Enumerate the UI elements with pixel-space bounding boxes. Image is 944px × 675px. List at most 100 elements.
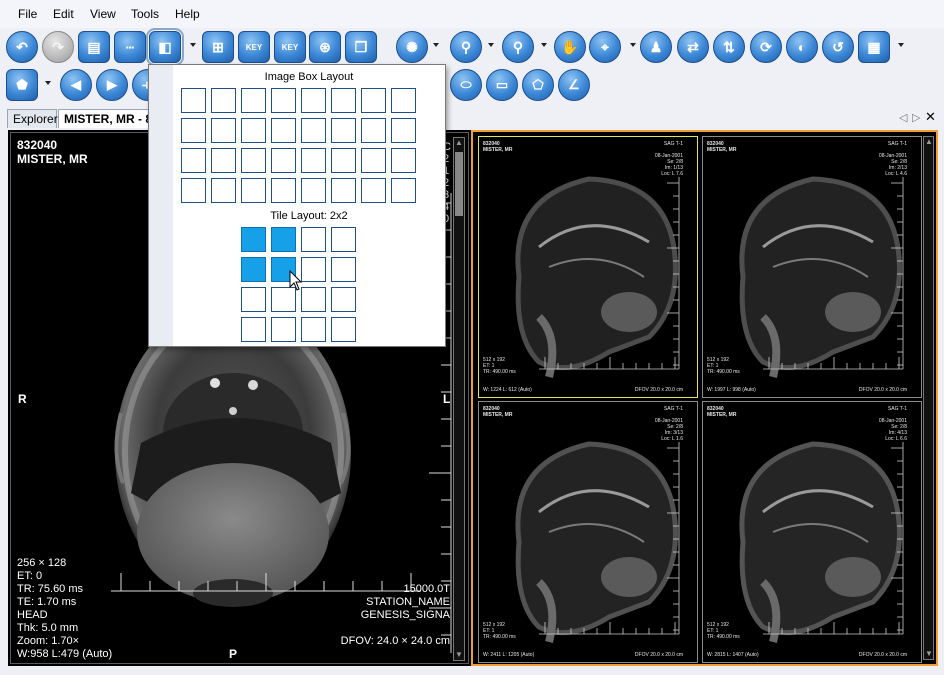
- image-box-layout-cell[interactable]: [301, 88, 326, 113]
- tile-layout-cell[interactable]: [301, 287, 326, 312]
- image-box-layout-cell[interactable]: [241, 148, 266, 173]
- image-box-layout-cell[interactable]: [361, 148, 386, 173]
- image-tile[interactable]: 832040 MISTER, MR SAG T-1 08-Jan-2001 Se: 2/…: [478, 136, 698, 398]
- image-box-layout-cell[interactable]: [241, 88, 266, 113]
- reset-button[interactable]: ↺: [822, 31, 854, 63]
- series-strip-button[interactable]: ▪▪▪: [114, 31, 146, 63]
- image-box-layout-cell[interactable]: [301, 118, 326, 143]
- menu-file[interactable]: File: [18, 7, 38, 21]
- dropdown-arrow-icon[interactable]: [190, 43, 196, 47]
- angle-button[interactable]: ∠: [558, 69, 590, 101]
- scroll-down-icon[interactable]: ▼: [925, 649, 933, 658]
- scrollbar-thumb[interactable]: [455, 152, 463, 216]
- tile-layout-cell[interactable]: [301, 227, 326, 252]
- tile-scrollbar[interactable]: ▲ ▼: [923, 136, 934, 660]
- image-box-layout-cell[interactable]: [331, 88, 356, 113]
- rectangle-roi-button[interactable]: ▭: [486, 69, 518, 101]
- image-box-layout-cell[interactable]: [181, 118, 206, 143]
- rotate-button[interactable]: ⟳: [750, 31, 782, 63]
- dropdown-arrow-icon[interactable]: [488, 43, 494, 47]
- image-box-layout-cell[interactable]: [271, 178, 296, 203]
- probe-button[interactable]: ⌖: [589, 31, 621, 63]
- grid-star-button[interactable]: ⊞: [202, 31, 234, 63]
- zoom-roi-button[interactable]: ⚲: [502, 31, 534, 63]
- key-image-button[interactable]: KEY: [238, 31, 270, 63]
- image-box-layout-cell[interactable]: [241, 118, 266, 143]
- layout-button[interactable]: ◧: [146, 28, 184, 66]
- ellipse-roi-button[interactable]: ⬭: [450, 69, 482, 101]
- tab-explorer[interactable]: Explorer: [7, 109, 58, 128]
- tab-close-icon[interactable]: ✕: [925, 109, 936, 124]
- image-box-layout-cell[interactable]: [181, 88, 206, 113]
- image-box-layout-cell[interactable]: [211, 148, 236, 173]
- dropdown-arrow-icon[interactable]: [45, 81, 51, 85]
- image-box-layout-cell[interactable]: [391, 88, 416, 113]
- menu-help[interactable]: Help: [175, 7, 200, 21]
- redo-button[interactable]: ↷: [42, 31, 74, 63]
- image-box-layout-cell[interactable]: [271, 148, 296, 173]
- image-tile[interactable]: 832040 MISTER, MR SAG T-1 08-Jan-2001 Se: 2/…: [702, 136, 922, 398]
- image-box-layout-cell[interactable]: [331, 178, 356, 203]
- previous-button[interactable]: ◀: [60, 69, 92, 101]
- tab-patient[interactable]: MISTER, MR - 8: [58, 109, 150, 128]
- tile-layout-cell[interactable]: [241, 317, 266, 342]
- image-box-layout-cell[interactable]: [271, 88, 296, 113]
- tile-layout-cell[interactable]: [271, 227, 296, 252]
- pan-hand-button[interactable]: ✋: [554, 31, 586, 63]
- next-button[interactable]: ▶: [96, 69, 128, 101]
- scroll-down-icon[interactable]: ▼: [455, 650, 463, 659]
- shape-button[interactable]: ⬟: [6, 69, 38, 101]
- image-box-layout-cell[interactable]: [391, 148, 416, 173]
- image-box-layout-cell[interactable]: [181, 148, 206, 173]
- person-button[interactable]: ♟: [640, 31, 672, 63]
- image-tile[interactable]: 832040 MISTER, MR SAG T-1 08-Jan-2001 Se: 2/…: [478, 401, 698, 663]
- flip-vertical-button[interactable]: ⇅: [713, 31, 745, 63]
- image-box-layout-cell[interactable]: [211, 88, 236, 113]
- dropdown-arrow-icon[interactable]: [433, 43, 439, 47]
- viewer-scrollbar[interactable]: ▲ ▼: [453, 137, 465, 661]
- tile-layout-cell[interactable]: [241, 287, 266, 312]
- tile-layout-cell[interactable]: [241, 227, 266, 252]
- menu-tools[interactable]: Tools: [131, 7, 160, 21]
- tile-layout-cell[interactable]: [331, 317, 356, 342]
- image-box-layout-cell[interactable]: [361, 88, 386, 113]
- key-folder-button[interactable]: KEY: [274, 31, 306, 63]
- window-level-button[interactable]: ✺: [396, 31, 428, 63]
- film-reel-button[interactable]: ⊛: [309, 31, 341, 63]
- polygon-roi-button[interactable]: ⬠: [522, 69, 554, 101]
- tile-layout-cell[interactable]: [331, 287, 356, 312]
- cine-button[interactable]: ▦: [858, 31, 890, 63]
- tab-scroll-right-icon[interactable]: ▷: [912, 112, 921, 124]
- dropdown-arrow-icon[interactable]: [898, 43, 904, 47]
- image-box-layout-cell[interactable]: [301, 178, 326, 203]
- image-box-layout-cell[interactable]: [301, 148, 326, 173]
- flip-horizontal-button[interactable]: ⇄: [677, 31, 709, 63]
- dropdown-arrow-icon[interactable]: [541, 43, 547, 47]
- invert-button[interactable]: ◐: [786, 31, 818, 63]
- image-box-layout-cell[interactable]: [331, 118, 356, 143]
- tile-layout-cell[interactable]: [241, 257, 266, 282]
- scroll-up-icon[interactable]: ▲: [455, 138, 463, 147]
- image-tile[interactable]: 832040 MISTER, MR SAG T-1 08-Jan-2001 Se: 2/…: [702, 401, 922, 663]
- tile-layout-cell[interactable]: [301, 257, 326, 282]
- image-box-layout-cell[interactable]: [271, 118, 296, 143]
- stack-windows-button[interactable]: ❐: [345, 31, 377, 63]
- image-box-layout-cell[interactable]: [211, 178, 236, 203]
- image-box-layout-cell[interactable]: [391, 118, 416, 143]
- undo-button[interactable]: ↶: [6, 31, 38, 63]
- clipboard-button[interactable]: ▤: [78, 31, 110, 63]
- tab-scroll-left-icon[interactable]: ◁: [899, 112, 908, 124]
- menu-edit[interactable]: Edit: [53, 7, 74, 21]
- tile-layout-cell[interactable]: [301, 317, 326, 342]
- image-box-layout-cell[interactable]: [361, 178, 386, 203]
- main-image-viewer[interactable]: 832040 MISTER, MR C 2 1 2 3 4 0 R L P 25…: [8, 130, 471, 666]
- tile-layout-cell[interactable]: [331, 227, 356, 252]
- zoom-button[interactable]: ⚲: [450, 31, 482, 63]
- dropdown-arrow-icon[interactable]: [630, 43, 636, 47]
- scroll-up-icon[interactable]: ▲: [925, 137, 933, 146]
- tile-layout-cell[interactable]: [331, 257, 356, 282]
- menu-view[interactable]: View: [90, 7, 116, 21]
- image-box-layout-cell[interactable]: [391, 178, 416, 203]
- tile-layout-cell[interactable]: [271, 287, 296, 312]
- image-box-layout-cell[interactable]: [331, 148, 356, 173]
